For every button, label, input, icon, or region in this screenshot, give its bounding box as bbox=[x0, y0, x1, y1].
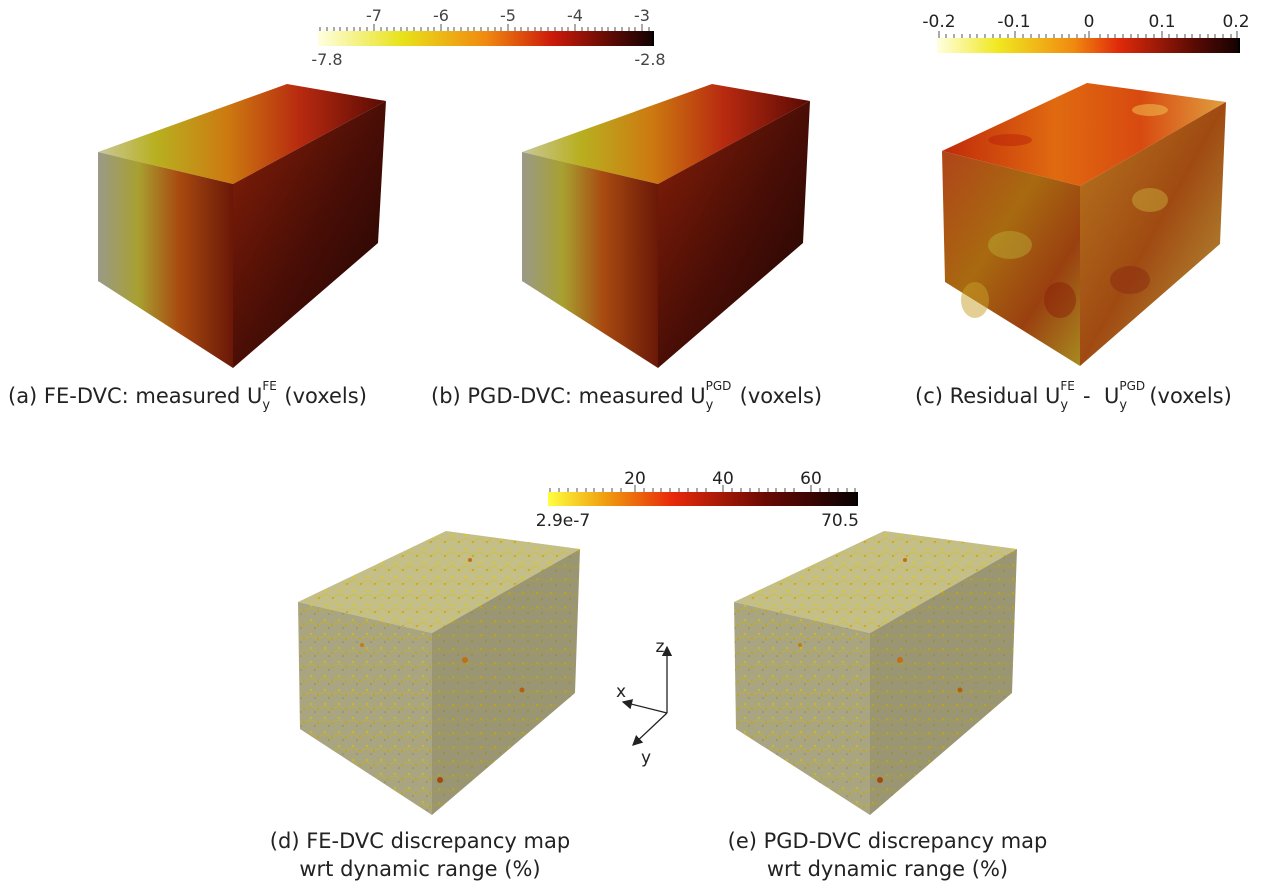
box-c-side-face bbox=[1080, 102, 1226, 366]
colorbar-discrepancy-tick-2: 60 bbox=[800, 469, 822, 489]
colorbar-residual-tick-0: -0.2 bbox=[922, 12, 955, 32]
colorbar-residual-tick-3: 0.1 bbox=[1148, 12, 1175, 32]
caption-a-sup: FE bbox=[262, 379, 277, 393]
colorbar-discrepancy-tick-0: 20 bbox=[624, 469, 646, 489]
x-axis-label: x bbox=[616, 682, 626, 702]
colorbar-uy-gradient bbox=[318, 31, 653, 46]
caption-d: (d) FE-DVC discrepancy map wrt dynamic r… bbox=[230, 827, 610, 883]
box-c-residual bbox=[942, 83, 1226, 366]
box-d-top-face bbox=[298, 531, 580, 633]
colorbar-uy-min-label: -7.8 bbox=[311, 50, 342, 69]
axis-triad: z x y bbox=[616, 637, 673, 768]
colorbar-residual-minor-ticks bbox=[938, 31, 1238, 38]
colorbar-discrepancy-min-label: 2.9e-7 bbox=[536, 511, 590, 531]
colorbar-residual-tick-2: 0 bbox=[1084, 12, 1095, 32]
box-e-side-face bbox=[870, 549, 1017, 815]
caption-a: (a) FE-DVC: measured U FE y (voxels) bbox=[8, 379, 367, 413]
y-axis-label: y bbox=[641, 748, 651, 768]
y-axis-arrow bbox=[632, 712, 668, 746]
colorbar-residual-tick-4: 0.2 bbox=[1222, 12, 1249, 32]
caption-c-sub2: y bbox=[1119, 398, 1128, 413]
box-a-front-face bbox=[98, 152, 233, 368]
colorbar-uy-tick-4: -3 bbox=[634, 6, 650, 25]
caption-e-line2: wrt dynamic range (%) bbox=[766, 857, 1009, 881]
colorbar-discrepancy: 20 40 60 2.9e-7 70.5 bbox=[536, 469, 859, 531]
box-b-front-face bbox=[522, 152, 658, 368]
box-d-front-face bbox=[298, 602, 432, 815]
caption-e-line1: (e) PGD-DVC discrepancy map bbox=[727, 829, 1048, 853]
box-a-fe-uy bbox=[98, 84, 386, 368]
x-axis-arrow bbox=[621, 699, 668, 714]
caption-c-sup2: PGD bbox=[1119, 379, 1146, 393]
colorbar-uy-tick-3: -4 bbox=[567, 6, 583, 25]
box-e-pgd-discrepancy bbox=[734, 531, 1017, 815]
colorbar-uy-max-label: -2.8 bbox=[634, 50, 665, 69]
colorbar-discrepancy-max-label: 70.5 bbox=[821, 511, 859, 531]
caption-b-sub: y bbox=[705, 398, 714, 413]
colorbar-discrepancy-gradient bbox=[548, 492, 858, 506]
colorbar-uy-minor-ticks bbox=[319, 24, 650, 31]
caption-e: (e) PGD-DVC discrepancy map wrt dynamic … bbox=[690, 827, 1085, 883]
colorbar-discrepancy-minor-ticks bbox=[549, 485, 856, 492]
box-d-fe-discrepancy bbox=[298, 531, 580, 815]
box-b-side-face bbox=[658, 101, 810, 368]
colorbar-residual-gradient bbox=[937, 38, 1240, 53]
box-d-side-face bbox=[432, 549, 580, 815]
box-b-top-face bbox=[522, 84, 810, 184]
caption-b-sup: PGD bbox=[705, 379, 732, 393]
z-axis-label: z bbox=[656, 637, 665, 657]
box-a-top-face bbox=[98, 84, 386, 184]
colorbar-uy: -7 -6 -5 -4 -3 -7.8 -2.8 bbox=[311, 6, 665, 69]
caption-b: (b) PGD-DVC: measured U PGD y (voxels) bbox=[431, 379, 822, 413]
caption-d-line2: wrt dynamic range (%) bbox=[299, 857, 541, 881]
colorbar-residual: -0.2 -0.1 0 0.1 0.2 bbox=[922, 12, 1250, 53]
colorbar-uy-tick-2: -5 bbox=[500, 6, 516, 25]
caption-c-sub1: y bbox=[1060, 398, 1069, 413]
caption-d-line1: (d) FE-DVC discrepancy map bbox=[269, 829, 571, 853]
colorbar-uy-tick-0: -7 bbox=[366, 6, 382, 25]
colorbar-uy-tick-1: -6 bbox=[433, 6, 449, 25]
caption-c: (c) Residual U FE y - U PGD y (voxels) bbox=[915, 379, 1232, 413]
box-b-pgd-uy bbox=[522, 84, 810, 368]
caption-c-sup1: FE bbox=[1060, 379, 1075, 393]
box-e-top-face bbox=[734, 531, 1017, 633]
colorbar-discrepancy-tick-1: 40 bbox=[712, 469, 734, 489]
box-a-side-face bbox=[233, 101, 386, 368]
caption-a-sub: y bbox=[262, 398, 271, 413]
box-e-front-face bbox=[734, 602, 870, 815]
colorbar-residual-tick-1: -0.1 bbox=[997, 12, 1030, 32]
